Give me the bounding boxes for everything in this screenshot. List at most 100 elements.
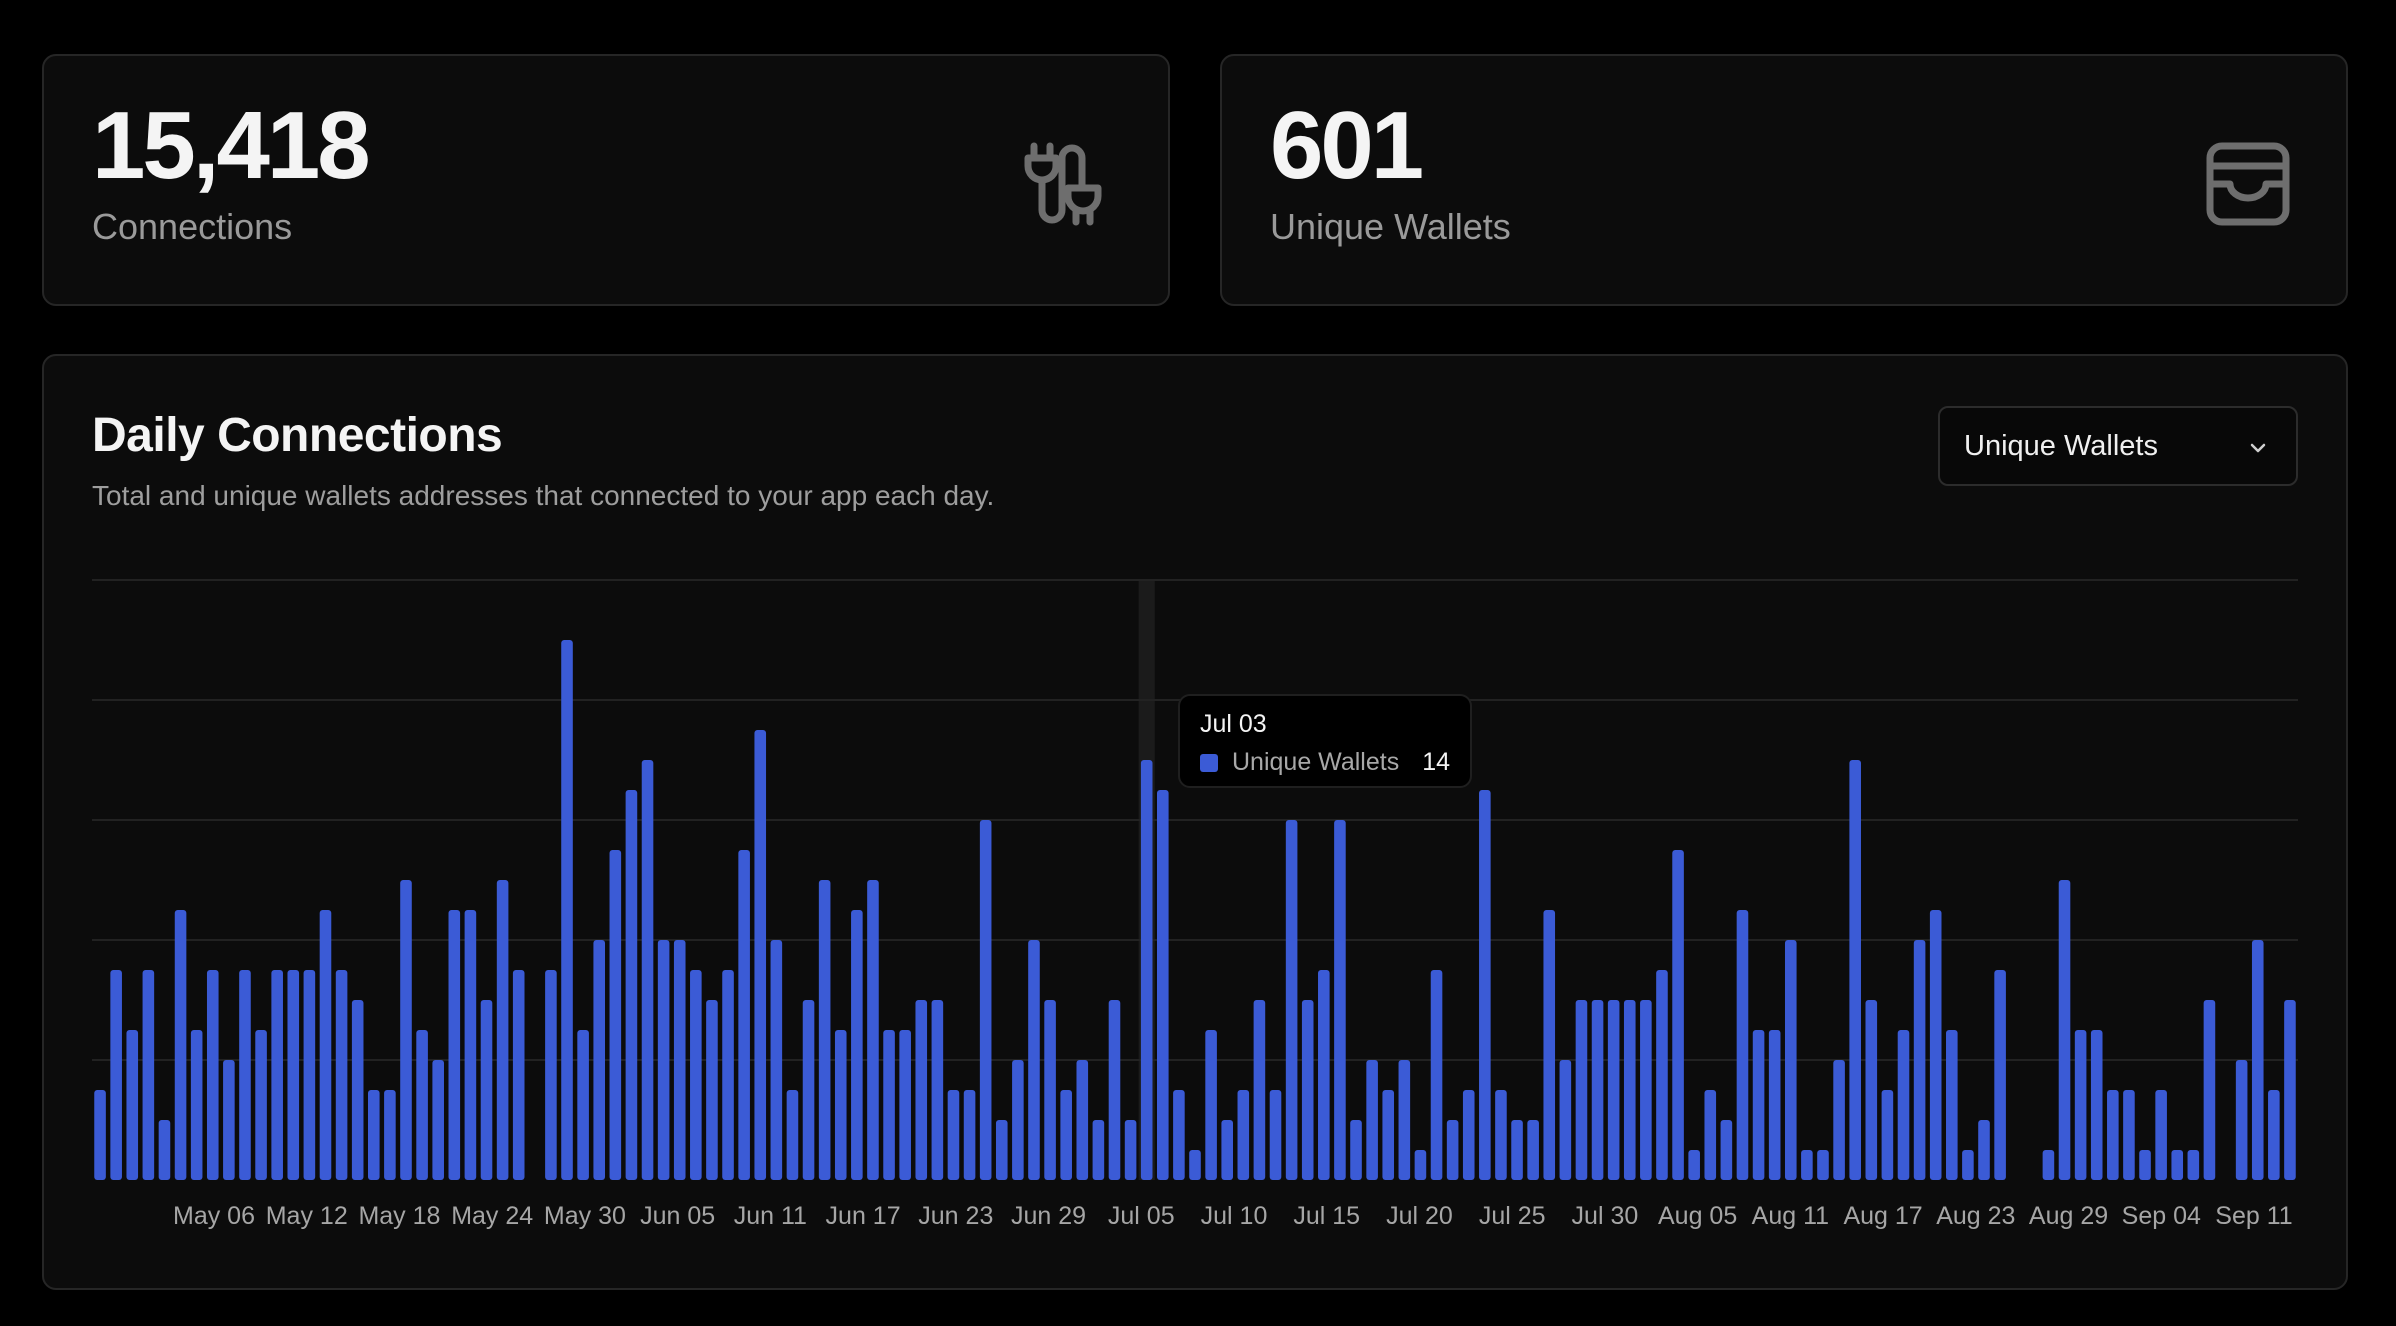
chart-bar[interactable] bbox=[1591, 1000, 1604, 1180]
chart-bar[interactable] bbox=[1318, 970, 1330, 1180]
chart-bar[interactable] bbox=[2203, 1000, 2216, 1180]
chart-bar[interactable] bbox=[142, 970, 155, 1180]
chart-bar[interactable] bbox=[1656, 970, 1668, 1180]
chart-bar[interactable] bbox=[1221, 1120, 1234, 1180]
chart-bar[interactable] bbox=[1334, 820, 1346, 1180]
chart-bar[interactable] bbox=[416, 1030, 428, 1180]
chart-bar[interactable] bbox=[2187, 1150, 2200, 1180]
chart-bar[interactable] bbox=[1205, 1030, 1217, 1180]
chart-bar[interactable] bbox=[1784, 940, 1797, 1180]
chart-bar[interactable] bbox=[1833, 1060, 1845, 1180]
chart-bar[interactable] bbox=[512, 970, 525, 1180]
chart-bar[interactable] bbox=[1044, 1000, 1056, 1180]
chart-bar[interactable] bbox=[2155, 1090, 2167, 1180]
chart-bar[interactable] bbox=[577, 1030, 589, 1180]
chart-bar[interactable] bbox=[947, 1090, 960, 1180]
chart-bar[interactable] bbox=[1173, 1090, 1185, 1180]
chart-bar[interactable] bbox=[1382, 1090, 1395, 1180]
chart-bar[interactable] bbox=[834, 1030, 847, 1180]
chart-bar[interactable] bbox=[480, 1000, 493, 1180]
chart-bar[interactable] bbox=[1913, 940, 1926, 1180]
chart-bar[interactable] bbox=[1462, 1090, 1475, 1180]
chart-bar[interactable] bbox=[432, 1060, 444, 1180]
chart-bar[interactable] bbox=[1060, 1090, 1072, 1180]
chart-bar[interactable] bbox=[690, 970, 702, 1180]
chart-bar[interactable] bbox=[1301, 1000, 1314, 1180]
chart-bar[interactable] bbox=[738, 850, 750, 1180]
chart-bar[interactable] bbox=[1189, 1150, 1201, 1180]
chart-bar[interactable] bbox=[1559, 1060, 1572, 1180]
chart-bar[interactable] bbox=[2123, 1090, 2135, 1180]
chart-bar[interactable] bbox=[1768, 1030, 1781, 1180]
chart-bar[interactable] bbox=[657, 940, 670, 1180]
chart-bar[interactable] bbox=[1752, 1030, 1765, 1180]
chart-bar[interactable] bbox=[223, 1060, 235, 1180]
chart-bar[interactable] bbox=[625, 790, 638, 1180]
chart-bar[interactable] bbox=[2139, 1150, 2151, 1180]
chart-bar[interactable] bbox=[1269, 1090, 1282, 1180]
chart-bar[interactable] bbox=[2042, 1150, 2055, 1180]
chart-bar[interactable] bbox=[94, 1090, 106, 1180]
chart-bar[interactable] bbox=[2284, 1000, 2296, 1180]
chart-bar[interactable] bbox=[1575, 1000, 1588, 1180]
chart-bar[interactable] bbox=[2107, 1090, 2119, 1180]
chart-bar[interactable] bbox=[851, 910, 863, 1180]
chart-bar[interactable] bbox=[1881, 1090, 1894, 1180]
chart-bar[interactable] bbox=[2058, 880, 2071, 1180]
chart-bar[interactable] bbox=[899, 1030, 911, 1180]
chart-bar[interactable] bbox=[2090, 1030, 2103, 1180]
chart-bar[interactable] bbox=[335, 970, 348, 1180]
chart-bar[interactable] bbox=[319, 910, 332, 1180]
chart-bar[interactable] bbox=[802, 1000, 815, 1180]
chart-bar[interactable] bbox=[287, 970, 300, 1180]
chart-bar[interactable] bbox=[496, 880, 509, 1180]
chart-bar[interactable] bbox=[448, 910, 461, 1180]
chart-bar[interactable] bbox=[1430, 970, 1443, 1180]
chart-bar[interactable] bbox=[1994, 970, 2006, 1180]
chart-bar[interactable] bbox=[867, 880, 879, 1180]
metric-select[interactable]: Unique Wallets bbox=[1938, 406, 2298, 486]
chart-bar[interactable] bbox=[1398, 1060, 1411, 1180]
chart-bar[interactable] bbox=[190, 1030, 203, 1180]
chart-bar[interactable] bbox=[1946, 1030, 1958, 1180]
chart-bar[interactable] bbox=[2268, 1090, 2280, 1180]
chart-bar[interactable] bbox=[1012, 1060, 1024, 1180]
chart-bar[interactable] bbox=[158, 1120, 171, 1180]
chart-bar[interactable] bbox=[1076, 1060, 1089, 1180]
chart-bar[interactable] bbox=[931, 1000, 944, 1180]
chart-bar[interactable] bbox=[1511, 1120, 1523, 1180]
chart-bar[interactable] bbox=[1479, 790, 1491, 1180]
chart-bar[interactable] bbox=[641, 760, 654, 1180]
chart-bar[interactable] bbox=[673, 940, 686, 1180]
chart-bar[interactable] bbox=[303, 970, 316, 1180]
chart-bar[interactable] bbox=[464, 910, 477, 1180]
chart-bar[interactable] bbox=[384, 1090, 396, 1180]
chart-bar[interactable] bbox=[1092, 1120, 1105, 1180]
chart-bar[interactable] bbox=[1801, 1150, 1813, 1180]
chart-bar[interactable] bbox=[1720, 1120, 1733, 1180]
chart-bar[interactable] bbox=[1285, 820, 1298, 1180]
chart-bar[interactable] bbox=[1929, 910, 1942, 1180]
chart-bar[interactable] bbox=[174, 910, 187, 1180]
chart-bar[interactable] bbox=[1978, 1120, 1990, 1180]
chart-bar[interactable] bbox=[1028, 940, 1040, 1180]
chart-bar[interactable] bbox=[1446, 1120, 1459, 1180]
chart-bar[interactable] bbox=[351, 1000, 364, 1180]
chart-bar[interactable] bbox=[963, 1090, 976, 1180]
chart-bar[interactable] bbox=[593, 940, 606, 1180]
chart-bar[interactable] bbox=[2074, 1030, 2087, 1180]
chart-bar[interactable] bbox=[609, 850, 622, 1180]
chart-bar[interactable] bbox=[1350, 1120, 1362, 1180]
chart-bar[interactable] bbox=[1817, 1150, 1829, 1180]
chart-bar[interactable] bbox=[1527, 1120, 1539, 1180]
chart-bar[interactable] bbox=[1366, 1060, 1378, 1180]
chart-bar[interactable] bbox=[818, 880, 831, 1180]
chart-bar[interactable] bbox=[883, 1030, 895, 1180]
chart-bar[interactable] bbox=[545, 970, 557, 1180]
chart-bar[interactable] bbox=[1865, 1000, 1878, 1180]
chart-bar[interactable] bbox=[126, 1030, 139, 1180]
chart-bar[interactable] bbox=[754, 730, 767, 1180]
chart-bar[interactable] bbox=[400, 880, 412, 1180]
chart-bar[interactable] bbox=[722, 970, 734, 1180]
chart-bar[interactable] bbox=[2235, 1060, 2248, 1180]
